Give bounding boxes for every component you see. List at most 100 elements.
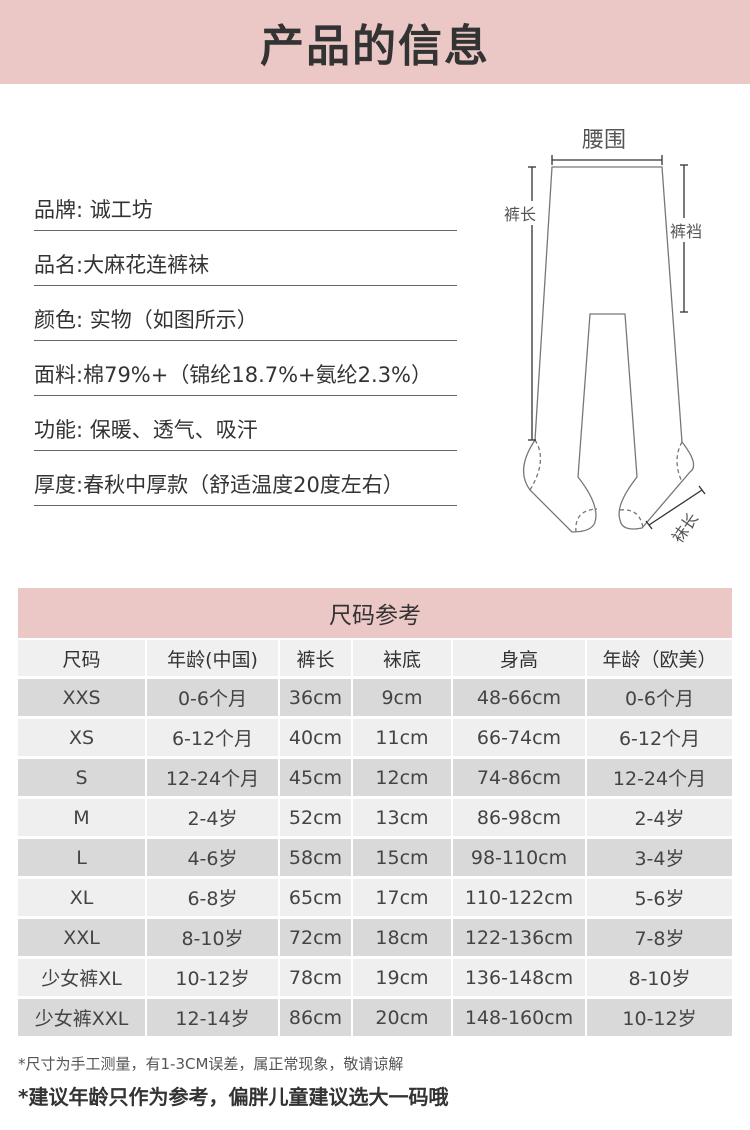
- table-cell: 8-10岁: [147, 919, 280, 956]
- length-label: 裤长: [504, 201, 537, 225]
- table-cell: 122-136cm: [453, 919, 587, 956]
- table-cell: XS: [18, 719, 147, 756]
- table-row: XXL 8-10岁 72cm 18cm 122-136cm 7-8岁: [18, 919, 732, 956]
- header-banner: 产品的信息: [0, 0, 750, 84]
- table-cell: 2-4岁: [587, 799, 732, 836]
- table-cell: 10-12岁: [587, 999, 732, 1036]
- column-header: 裤长: [280, 640, 353, 676]
- table-cell: S: [18, 759, 147, 796]
- table-cell: 8-10岁: [587, 959, 732, 996]
- table-cell: 13cm: [353, 799, 453, 836]
- table-cell: 5-6岁: [587, 879, 732, 916]
- table-cell: 48-66cm: [453, 679, 587, 716]
- table-cell: 86-98cm: [453, 799, 587, 836]
- table-cell: 15cm: [353, 839, 453, 876]
- table-cell: 11cm: [353, 719, 453, 756]
- table-cell: 19cm: [353, 959, 453, 996]
- spec-key: 面料:: [34, 363, 84, 387]
- table-cell: 58cm: [280, 839, 353, 876]
- table-cell: 12cm: [353, 759, 453, 796]
- tights-diagram: 腰围 裤长 裤裆 袜长: [490, 110, 740, 570]
- spec-value: 实物（如图所示）: [83, 308, 258, 332]
- table-cell: 少女裤XXL: [18, 999, 147, 1036]
- waist-label: 腰围: [582, 128, 627, 153]
- table-row: S 12-24个月 45cm 12cm 74-86cm 12-24个月: [18, 759, 732, 796]
- spec-key: 厚度:: [34, 473, 84, 497]
- table-cell: 74-86cm: [453, 759, 587, 796]
- table-cell: XXS: [18, 679, 147, 716]
- table-cell: 17cm: [353, 879, 453, 916]
- table-cell: 18cm: [353, 919, 453, 956]
- table-cell: 136-148cm: [453, 959, 587, 996]
- size-table: 尺码参考 尺码 年龄(中国) 裤长 袜底 身高 年龄（欧美） XXS 0-6个月 36cm 9c…: [18, 588, 732, 1039]
- column-header: 袜底: [353, 640, 453, 676]
- table-cell: 20cm: [353, 999, 453, 1036]
- table-cell: 少女裤XL: [18, 959, 147, 996]
- spec-key: 功能:: [34, 418, 84, 442]
- product-specs: 品牌: 诚工坊 品名: 大麻花连裤袜 颜色: 实物（如图所示） 面料: 棉79%+（锦纶1…: [34, 176, 457, 506]
- table-row: 少女裤XXL 12-14岁 86cm 20cm 148-160cm 10-12岁: [18, 999, 732, 1036]
- table-cell: 10-12岁: [147, 959, 280, 996]
- table-row: XXS 0-6个月 36cm 9cm 48-66cm 0-6个月: [18, 679, 732, 716]
- table-cell: 0-6个月: [587, 679, 732, 716]
- table-cell: 148-160cm: [453, 999, 587, 1036]
- size-table-title: 尺码参考: [18, 588, 732, 638]
- table-cell: 0-6个月: [147, 679, 280, 716]
- table-cell: 4-6岁: [147, 839, 280, 876]
- spec-value: 棉79%+（锦纶18.7%+氨纶2.3%）: [83, 363, 433, 387]
- table-cell: 12-24个月: [587, 759, 732, 796]
- spec-value: 春秋中厚款（舒适温度20度左右）: [83, 473, 404, 497]
- column-header: 身高: [453, 640, 587, 676]
- table-cell: 7-8岁: [587, 919, 732, 956]
- spec-row: 厚度: 春秋中厚款（舒适温度20度左右）: [34, 451, 457, 506]
- spec-key: 品牌:: [34, 198, 84, 222]
- table-cell: 110-122cm: [453, 879, 587, 916]
- spec-row: 颜色: 实物（如图所示）: [34, 286, 457, 341]
- size-advice-note: *建议年龄只作为参考，偏胖儿童建议选大一码哦: [18, 1085, 449, 1109]
- table-cell: 6-12个月: [147, 719, 280, 756]
- table-cell: 12-24个月: [147, 759, 280, 796]
- column-header: 年龄（欧美）: [587, 640, 732, 676]
- spec-key: 品名:: [34, 253, 84, 277]
- column-header: 尺码: [18, 640, 147, 676]
- table-cell: 2-4岁: [147, 799, 280, 836]
- table-cell: 6-12个月: [587, 719, 732, 756]
- table-cell: 36cm: [280, 679, 353, 716]
- table-cell: 52cm: [280, 799, 353, 836]
- column-header: 年龄(中国): [147, 640, 280, 676]
- table-cell: 86cm: [280, 999, 353, 1036]
- spec-value: 保暖、透气、吸汗: [83, 418, 258, 442]
- table-row: M 2-4岁 52cm 13cm 86-98cm 2-4岁: [18, 799, 732, 836]
- table-row: L 4-6岁 58cm 15cm 98-110cm 3-4岁: [18, 839, 732, 876]
- table-cell: 40cm: [280, 719, 353, 756]
- table-cell: 65cm: [280, 879, 353, 916]
- table-cell: 12-14岁: [147, 999, 280, 1036]
- spec-row: 品牌: 诚工坊: [34, 176, 457, 231]
- tights-outline-icon: [523, 155, 706, 533]
- table-cell: XXL: [18, 919, 147, 956]
- page-title: 产品的信息: [260, 21, 490, 72]
- table-cell: 9cm: [353, 679, 453, 716]
- crotch-label: 裤裆: [670, 218, 703, 242]
- table-cell: 98-110cm: [453, 839, 587, 876]
- table-cell: 3-4岁: [587, 839, 732, 876]
- spec-key: 颜色:: [34, 308, 84, 332]
- spec-value: 大麻花连裤袜: [83, 253, 210, 277]
- table-cell: 78cm: [280, 959, 353, 996]
- spec-row: 功能: 保暖、透气、吸汗: [34, 396, 457, 451]
- table-cell: 66-74cm: [453, 719, 587, 756]
- measurement-note: *尺寸为手工测量，有1-3CM误差，属正常现象，敬请谅解: [18, 1055, 404, 1073]
- table-cell: L: [18, 839, 147, 876]
- table-cell: 6-8岁: [147, 879, 280, 916]
- table-header-row: 尺码 年龄(中国) 裤长 袜底 身高 年龄（欧美）: [18, 640, 732, 676]
- table-cell: M: [18, 799, 147, 836]
- spec-row: 面料: 棉79%+（锦纶18.7%+氨纶2.3%）: [34, 341, 457, 396]
- table-cell: XL: [18, 879, 147, 916]
- table-row: 少女裤XL 10-12岁 78cm 19cm 136-148cm 8-10岁: [18, 959, 732, 996]
- table-row: XS 6-12个月 40cm 11cm 66-74cm 6-12个月: [18, 719, 732, 756]
- table-row: XL 6-8岁 65cm 17cm 110-122cm 5-6岁: [18, 879, 732, 916]
- spec-row: 品名: 大麻花连裤袜: [34, 231, 457, 286]
- table-cell: 72cm: [280, 919, 353, 956]
- table-cell: 45cm: [280, 759, 353, 796]
- spec-value: 诚工坊: [83, 198, 153, 222]
